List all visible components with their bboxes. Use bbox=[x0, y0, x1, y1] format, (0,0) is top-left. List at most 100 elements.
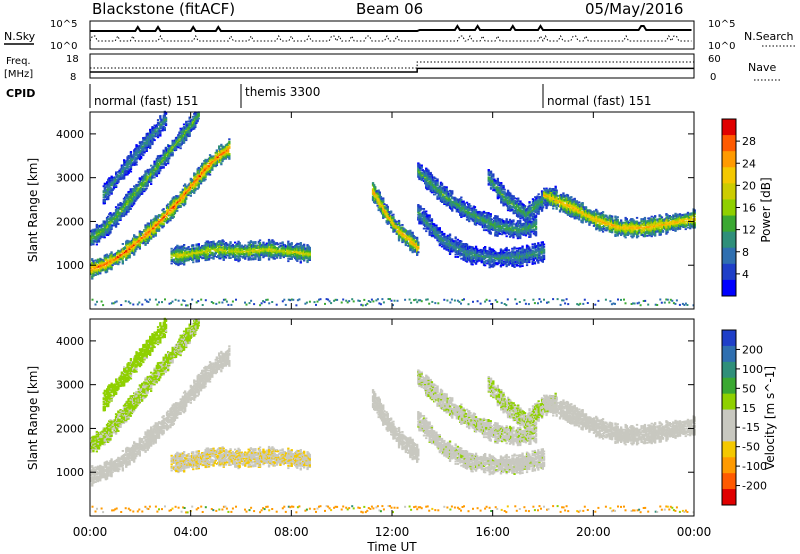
power-cell bbox=[97, 240, 101, 243]
power-cell bbox=[210, 165, 213, 168]
power-cell bbox=[412, 244, 415, 247]
power-cell bbox=[267, 251, 271, 254]
power-cell bbox=[212, 256, 215, 259]
power-cell bbox=[165, 156, 169, 159]
power-cell bbox=[168, 150, 171, 152]
power-cell bbox=[163, 128, 166, 130]
power-cell bbox=[440, 182, 444, 185]
power-cell bbox=[299, 246, 302, 249]
power-cell bbox=[190, 248, 194, 250]
power-cell bbox=[380, 197, 384, 200]
power-cell bbox=[399, 224, 402, 227]
power-cell bbox=[180, 252, 183, 255]
power-cell bbox=[191, 183, 195, 186]
power-cell bbox=[192, 258, 195, 261]
power-cell bbox=[91, 230, 94, 233]
power-cell bbox=[125, 167, 128, 170]
power-cell bbox=[153, 164, 156, 167]
power-cell bbox=[278, 249, 281, 252]
power-cell bbox=[138, 141, 142, 144]
power-cell bbox=[91, 259, 94, 262]
power-cell bbox=[200, 256, 203, 259]
power-cell bbox=[202, 251, 205, 253]
power-cell bbox=[186, 190, 189, 193]
power-cell bbox=[399, 233, 402, 235]
power-cell bbox=[150, 178, 153, 181]
power-cell bbox=[127, 155, 130, 157]
power-cell bbox=[377, 190, 380, 193]
power-cell bbox=[303, 251, 306, 253]
power-cell bbox=[181, 139, 184, 142]
power-cell bbox=[141, 143, 144, 146]
power-cell bbox=[191, 124, 195, 127]
power-cell bbox=[267, 258, 271, 261]
power-cell bbox=[234, 246, 237, 249]
power-cell bbox=[422, 170, 426, 173]
power-cell bbox=[182, 140, 186, 143]
power-cell bbox=[212, 165, 215, 168]
power-cell bbox=[433, 193, 436, 196]
power-cell bbox=[165, 204, 169, 207]
power-cell bbox=[281, 249, 284, 252]
power-cell bbox=[126, 196, 129, 199]
power-cell bbox=[222, 259, 225, 261]
power-cell bbox=[303, 249, 306, 252]
power-cell bbox=[155, 157, 158, 160]
power-cell bbox=[109, 181, 112, 184]
power-cell bbox=[182, 123, 186, 126]
power-cell bbox=[108, 225, 111, 228]
power-cell bbox=[104, 231, 107, 234]
power-cell bbox=[91, 236, 94, 239]
power-cell bbox=[114, 225, 118, 228]
power-cell bbox=[104, 268, 107, 271]
power-cell bbox=[139, 188, 143, 191]
power-cell bbox=[163, 126, 166, 129]
power-cell bbox=[228, 154, 231, 157]
power-cell bbox=[146, 140, 150, 142]
power-cell bbox=[196, 120, 199, 123]
power-cell bbox=[146, 229, 149, 232]
power-cell bbox=[140, 155, 143, 158]
power-cell bbox=[161, 217, 164, 220]
power-cell bbox=[109, 229, 112, 232]
power-cell bbox=[306, 250, 309, 253]
power-cell bbox=[207, 241, 211, 244]
power-cell bbox=[95, 223, 98, 226]
power-cell bbox=[116, 211, 119, 213]
power-cell bbox=[461, 210, 464, 213]
power-cell bbox=[117, 203, 120, 206]
power-cell bbox=[425, 181, 428, 183]
power-cell bbox=[106, 181, 109, 184]
power-cell bbox=[465, 201, 469, 204]
power-cell bbox=[194, 251, 197, 253]
power-cell bbox=[185, 188, 188, 191]
power-cell bbox=[258, 246, 262, 249]
power-cell bbox=[412, 235, 415, 237]
power-cell bbox=[306, 256, 309, 259]
power-cell bbox=[136, 197, 139, 200]
power-cell bbox=[117, 212, 120, 214]
nave-label: Nave bbox=[748, 61, 776, 74]
power-cell bbox=[237, 251, 240, 254]
power-cell bbox=[404, 242, 407, 245]
power-cell bbox=[110, 228, 113, 230]
power-cell bbox=[154, 135, 157, 138]
power-cell bbox=[391, 217, 394, 219]
power-cell bbox=[232, 255, 236, 257]
power-cell bbox=[489, 222, 492, 225]
power-cell bbox=[122, 206, 126, 209]
power-cell bbox=[119, 178, 122, 180]
power-cell bbox=[278, 252, 281, 254]
power-cell bbox=[111, 255, 114, 258]
power-cell bbox=[181, 188, 184, 191]
power-cell bbox=[495, 231, 498, 233]
power-cell bbox=[174, 195, 178, 197]
power-cell bbox=[116, 256, 119, 259]
power-cell bbox=[110, 192, 113, 195]
power-cell bbox=[173, 212, 177, 215]
power-cell bbox=[433, 177, 436, 180]
power-cell bbox=[474, 212, 478, 215]
power-cell bbox=[378, 192, 381, 195]
power-cell bbox=[174, 205, 178, 207]
power-cell bbox=[116, 260, 119, 263]
